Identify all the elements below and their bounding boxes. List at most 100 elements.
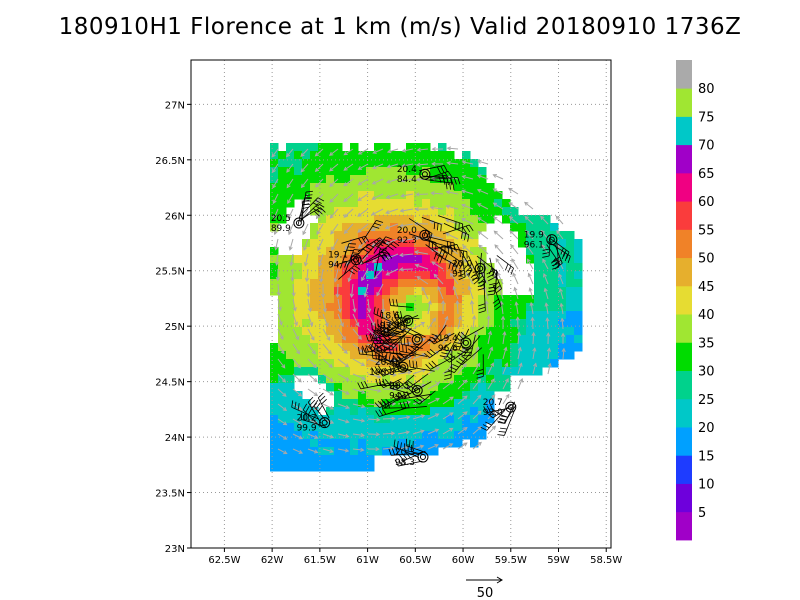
y-tick-label: 24.5N [155,378,185,389]
wind-vector-head [372,258,377,263]
wind-vector [367,313,375,326]
wind-speed-cell [534,359,543,368]
wind-vector [508,188,519,195]
wind-vector-head [469,300,475,305]
x-tick-label: 60W [452,555,475,566]
wind-barb-feather [376,329,382,335]
wind-speed-cell [342,159,351,168]
wind-speed-cell [350,439,359,448]
wind-barb [384,330,406,338]
wind-barb-feather [378,346,385,352]
wind-speed-cell [398,271,407,280]
wind-vector-head [386,164,392,169]
wind-speed-cell [454,167,463,176]
wind-vector-head [345,419,350,424]
wind-speed-cell [286,447,295,456]
wind-barb-feather [490,404,494,412]
wind-vector [477,203,489,210]
wind-barb-feather [398,391,404,398]
wind-barb-feather [375,378,379,386]
wind-speed-cell [286,375,295,384]
wind-speed-cell [358,239,367,248]
wind-speed-cell [446,391,455,400]
wind-speed-cell [310,263,319,272]
wind-speed-cell [358,351,367,360]
wind-vector-head [377,374,382,379]
wind-vector [372,163,384,169]
wind-speed-cell [334,431,343,440]
wind-speed-cell [518,343,527,352]
station-bottom-label: 94.2 [389,392,409,402]
wind-barb-feather [348,269,355,275]
wind-speed-cell [486,303,495,312]
wind-speed-cell [382,191,391,200]
wind-speed-cell [446,191,455,200]
wind-speed-cell [350,375,359,384]
wind-speed-cell [350,295,359,304]
station-top-label: 20.7 [483,398,503,408]
wind-barb-feather [499,427,508,430]
wind-vector-head [328,363,333,369]
wind-vector [397,416,410,420]
wind-speed-cell [558,231,567,240]
wind-speed-cell [414,287,423,296]
dropsonde-station [369,319,431,366]
wind-speed-cell [422,255,431,264]
station-bottom-label: 94.7 [328,261,348,271]
wind-speed-cell [422,407,431,416]
wind-vector [478,244,489,255]
wind-vector-head [341,336,346,341]
wind-speed-cell [270,255,279,264]
wind-vector [286,148,294,157]
wind-speed-cell [398,391,407,400]
wind-speed-cell [446,399,455,408]
wind-speed-cell [310,247,319,256]
dropsonde-station: 20.394.2 [374,360,436,417]
wind-speed-cell [470,375,479,384]
y-tick-label: 26.5N [155,156,185,167]
colorbar-label: 75 [698,110,715,125]
wind-speed-cell [422,287,431,296]
wind-vector-head [420,321,426,326]
station-bottom-label: 92.3 [397,236,417,246]
wind-speed-cell [294,423,303,432]
wind-vector [487,394,496,405]
wind-speed-cell [430,351,439,360]
wind-speed-cell [478,423,487,432]
wind-vector [304,253,309,266]
wind-barb-feather [384,355,387,363]
wind-vector [275,238,279,250]
wind-speed-cell [462,359,471,368]
wind-speed-cell [470,263,479,272]
wind-speed-cell [486,295,495,304]
wind-speed-cell [358,327,367,336]
wind-vector [427,382,440,390]
wind-speed-cell [334,215,343,224]
wind-vector [292,313,298,326]
wind-barb-feather [566,251,570,259]
wind-vector-head [357,212,362,217]
wind-speed-cell [270,159,279,168]
wind-vector [560,303,564,315]
station-marker-inner [404,317,411,324]
wind-vector-head [303,246,308,251]
wind-speed-cell [342,399,351,408]
wind-speed-cell [510,367,519,376]
wind-vector-head [278,321,283,326]
colorbar-swatch [676,116,692,146]
wind-vector-head [343,197,348,203]
wind-vector-head [357,335,362,340]
wind-speed-cell [334,463,343,472]
wind-speed-cell [270,367,279,376]
wind-barb-feather [362,345,366,353]
wind-vector [329,148,339,156]
wind-speed-cell [326,223,335,232]
wind-speed-cell [414,439,423,448]
wind-barb-feather [442,349,450,352]
wind-vector [517,378,523,390]
wind-barb-feather [495,305,502,311]
wind-speed-cell [438,295,447,304]
wind-barb-feather [398,458,403,466]
wind-barb-feather [407,338,409,346]
wind-speed-cell [446,247,455,256]
